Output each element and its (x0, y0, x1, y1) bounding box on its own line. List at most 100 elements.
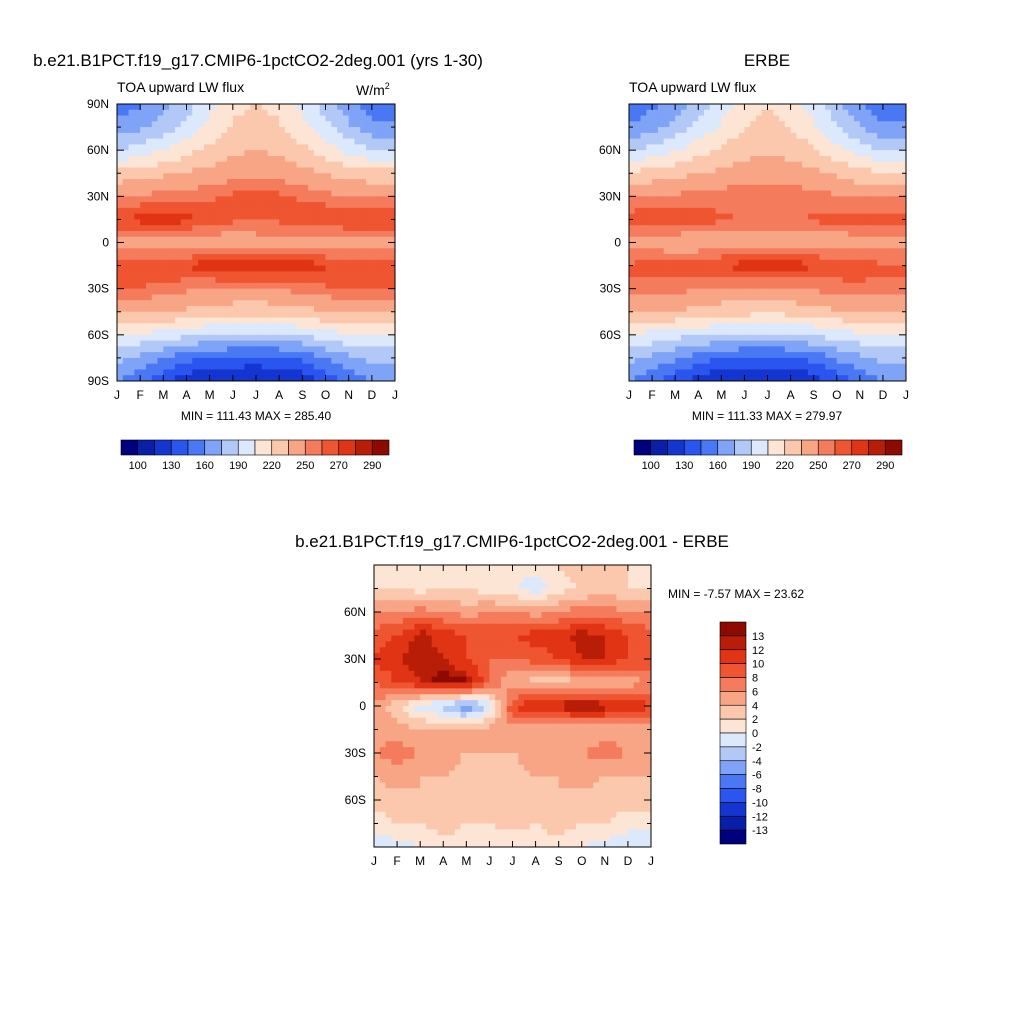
contour-cell (709, 259, 717, 267)
colorbar-label: 290 (363, 460, 381, 472)
contour-cell (773, 236, 780, 244)
contour-cell (209, 265, 217, 272)
contour-cell (140, 323, 147, 330)
contour-cell (273, 375, 280, 381)
contour-cell (273, 271, 280, 278)
contour-cell (784, 144, 792, 151)
contour-cell (744, 265, 751, 272)
contour-cell (163, 242, 170, 249)
contour-cell (198, 375, 205, 381)
contour-cell (675, 213, 682, 221)
contour-cell (784, 375, 792, 381)
contour-cell (894, 179, 901, 186)
contour-cell (629, 132, 636, 140)
contour-cell (128, 259, 135, 267)
contour-cell (134, 161, 141, 169)
contour-cell (163, 219, 170, 226)
contour-cell (325, 369, 332, 376)
contour-cell (122, 144, 130, 151)
contour-cell (848, 340, 855, 347)
contour-cell (732, 127, 740, 134)
contour-cell (215, 115, 222, 122)
contour-cell (738, 225, 746, 232)
contour-cell (715, 144, 722, 151)
contour-cell (865, 357, 872, 365)
contour-cell (802, 363, 809, 371)
x-tick-label: O (321, 388, 330, 402)
contour-cell (215, 144, 222, 151)
contour-cell (755, 179, 763, 186)
contour-cell (871, 288, 878, 296)
contour-cell (836, 323, 844, 330)
contour-cell (279, 329, 286, 336)
contour-cell (174, 300, 182, 307)
contour-cell (692, 219, 699, 226)
contour-cell (634, 132, 642, 140)
contour-cell (256, 305, 263, 313)
contour-cell (296, 334, 303, 342)
contour-cell (807, 323, 815, 330)
contour-cell (209, 317, 217, 324)
contour-cell (209, 132, 217, 140)
contour-cell (784, 121, 792, 128)
contour-cell (669, 219, 676, 226)
contour-cell (871, 346, 878, 353)
contour-cell (854, 317, 861, 324)
contour-cell (140, 334, 147, 342)
contour-cell (779, 305, 786, 313)
contour-cell (784, 300, 792, 307)
contour-cell (871, 340, 878, 347)
contour-cell (767, 265, 774, 272)
contour-cell (877, 144, 884, 151)
contour-cell (169, 236, 176, 244)
contour-cell (296, 346, 303, 353)
contour-cell (819, 375, 826, 381)
contour-cell (232, 161, 240, 169)
contour-cell (640, 104, 647, 111)
contour-cell (319, 196, 327, 203)
contour-cell (325, 311, 332, 319)
contour-cell (308, 144, 315, 151)
contour-cell (186, 109, 193, 117)
contour-cell (790, 305, 797, 313)
contour-cell (807, 352, 815, 359)
contour-cell (244, 144, 251, 151)
colorbar-swatch (355, 439, 373, 456)
contour-cell (629, 230, 636, 238)
contour-cell (773, 248, 780, 255)
contour-cell (732, 109, 740, 117)
contour-cell (680, 144, 688, 151)
contour-cell (371, 138, 379, 145)
contour-cell (140, 150, 147, 157)
contour-cell (180, 317, 188, 324)
contour-cell (192, 161, 199, 169)
contour-cell (273, 115, 280, 122)
contour-cell (354, 115, 361, 122)
contour-cell (773, 155, 780, 163)
contour-cell (250, 225, 257, 232)
contour-cell (657, 202, 665, 209)
contour-cell (192, 323, 199, 330)
contour-cell (704, 230, 711, 238)
contour-cell (284, 115, 292, 122)
contour-cell (244, 184, 251, 192)
contour-cell (807, 375, 815, 381)
contour-cell (279, 127, 286, 134)
contour-cell (244, 213, 251, 221)
contour-cell (273, 346, 280, 353)
contour-cell (784, 311, 792, 319)
contour-cell (848, 150, 855, 157)
contour-cell (157, 225, 164, 232)
contour-cell (267, 190, 274, 197)
panel2-colorbar: 100 130 160 190 220 250 270 290 (633, 439, 903, 472)
contour-cell (738, 167, 746, 174)
contour-cell (721, 184, 728, 192)
contour-cell (767, 323, 774, 330)
contour-cell (813, 288, 821, 296)
contour-cell (859, 213, 867, 221)
contour-cell (894, 242, 901, 249)
contour-cell (198, 202, 205, 209)
contour-cell (900, 196, 906, 203)
y-tick-label: 30S (88, 282, 109, 296)
contour-cell (192, 167, 199, 174)
